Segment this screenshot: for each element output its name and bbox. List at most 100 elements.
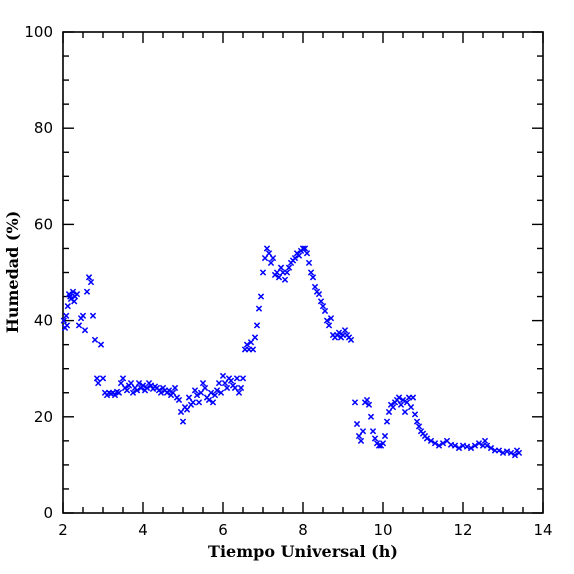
- data-point: [307, 269, 315, 276]
- data-point: [385, 408, 393, 416]
- data-point: [431, 440, 439, 447]
- data-point: [515, 449, 523, 457]
- data-point: [85, 274, 93, 281]
- data-point: [415, 423, 423, 430]
- data-point: [323, 317, 331, 324]
- data-point: [403, 399, 411, 406]
- data-point: [87, 278, 95, 286]
- data-point: [115, 389, 123, 396]
- data-point: [223, 384, 231, 392]
- data-point: [165, 387, 173, 394]
- x-tick-label: 2: [58, 521, 68, 539]
- data-point: [317, 298, 325, 305]
- data-point: [267, 259, 275, 267]
- data-point: [207, 389, 215, 396]
- data-point: [321, 307, 329, 315]
- data-point: [117, 379, 125, 387]
- data-point: [213, 387, 221, 394]
- y-tick-label: 0: [43, 504, 53, 522]
- data-point: [189, 399, 197, 406]
- data-point: [359, 428, 367, 435]
- data-point: [75, 322, 83, 329]
- plot-frame: [62, 31, 544, 514]
- data-point: [409, 394, 417, 401]
- data-point: [253, 322, 261, 329]
- data-point: [315, 291, 323, 298]
- data-point: [367, 413, 375, 420]
- data-point: [435, 442, 443, 449]
- data-point: [143, 384, 151, 392]
- data-point: [305, 259, 313, 267]
- data-point: [451, 442, 459, 449]
- data-point: [261, 254, 269, 262]
- data-point: [365, 401, 373, 408]
- data-point: [95, 379, 102, 387]
- data-point: [295, 252, 303, 259]
- data-point: [177, 408, 185, 416]
- data-point: [273, 269, 281, 276]
- y-axis-title: Humedad (%): [3, 211, 22, 334]
- x-axis-title: Tiempo Universal (h): [208, 542, 398, 561]
- data-point: [195, 399, 203, 406]
- data-point: [71, 298, 78, 305]
- data-point: [499, 449, 507, 457]
- data-point: [191, 387, 199, 394]
- data-point: [299, 245, 307, 252]
- data-point: [211, 392, 219, 399]
- data-point: [119, 375, 127, 382]
- x-tick-label: 10: [373, 521, 392, 539]
- data-point: [277, 264, 285, 271]
- data-point: [265, 250, 273, 257]
- data-point: [69, 288, 77, 295]
- data-point: [401, 408, 409, 416]
- data-point: [169, 389, 177, 396]
- data-point: [249, 346, 257, 353]
- y-tick-label: 100: [24, 23, 53, 41]
- data-point: [355, 432, 363, 440]
- data-point: [347, 336, 355, 343]
- x-tick-labels: 2 4 6 8 10 12 14: [58, 521, 552, 539]
- data-point: [423, 435, 431, 442]
- data-point: [243, 341, 251, 348]
- data-point: [247, 339, 255, 346]
- data-point: [283, 269, 291, 276]
- x-tick-label: 4: [138, 521, 148, 539]
- data-point: [81, 327, 89, 334]
- data-point: [411, 411, 419, 418]
- data-point: [311, 283, 319, 291]
- data-point: [127, 379, 135, 387]
- data-points: [60, 245, 523, 459]
- data-point: [467, 444, 475, 452]
- data-point: [199, 379, 207, 387]
- axis-ticks: [62, 31, 544, 514]
- data-point: [133, 387, 141, 394]
- data-point: [395, 394, 403, 401]
- data-point: [463, 443, 471, 450]
- data-point: [357, 437, 365, 444]
- x-tick-label: 8: [298, 521, 308, 539]
- data-point: [291, 254, 299, 262]
- y-tick-label: 20: [34, 408, 53, 426]
- data-point: [301, 245, 309, 252]
- data-point: [353, 420, 361, 428]
- y-tick-labels: 0 20 40 60 80 100: [24, 23, 53, 522]
- data-point: [239, 375, 247, 382]
- data-point: [63, 322, 71, 329]
- data-point: [237, 384, 245, 392]
- data-point: [285, 264, 293, 271]
- data-point: [139, 382, 147, 389]
- data-point: [281, 276, 289, 283]
- x-tick-label: 14: [533, 521, 552, 539]
- data-point: [64, 303, 71, 310]
- data-point: [197, 389, 205, 396]
- data-point: [413, 418, 421, 425]
- data-point: [471, 442, 479, 449]
- data-point: [97, 341, 105, 348]
- data-point: [251, 334, 259, 341]
- data-point: [89, 312, 97, 319]
- data-point: [455, 444, 463, 452]
- data-point: [439, 440, 447, 447]
- data-point: [205, 396, 213, 404]
- data-point: [257, 293, 265, 300]
